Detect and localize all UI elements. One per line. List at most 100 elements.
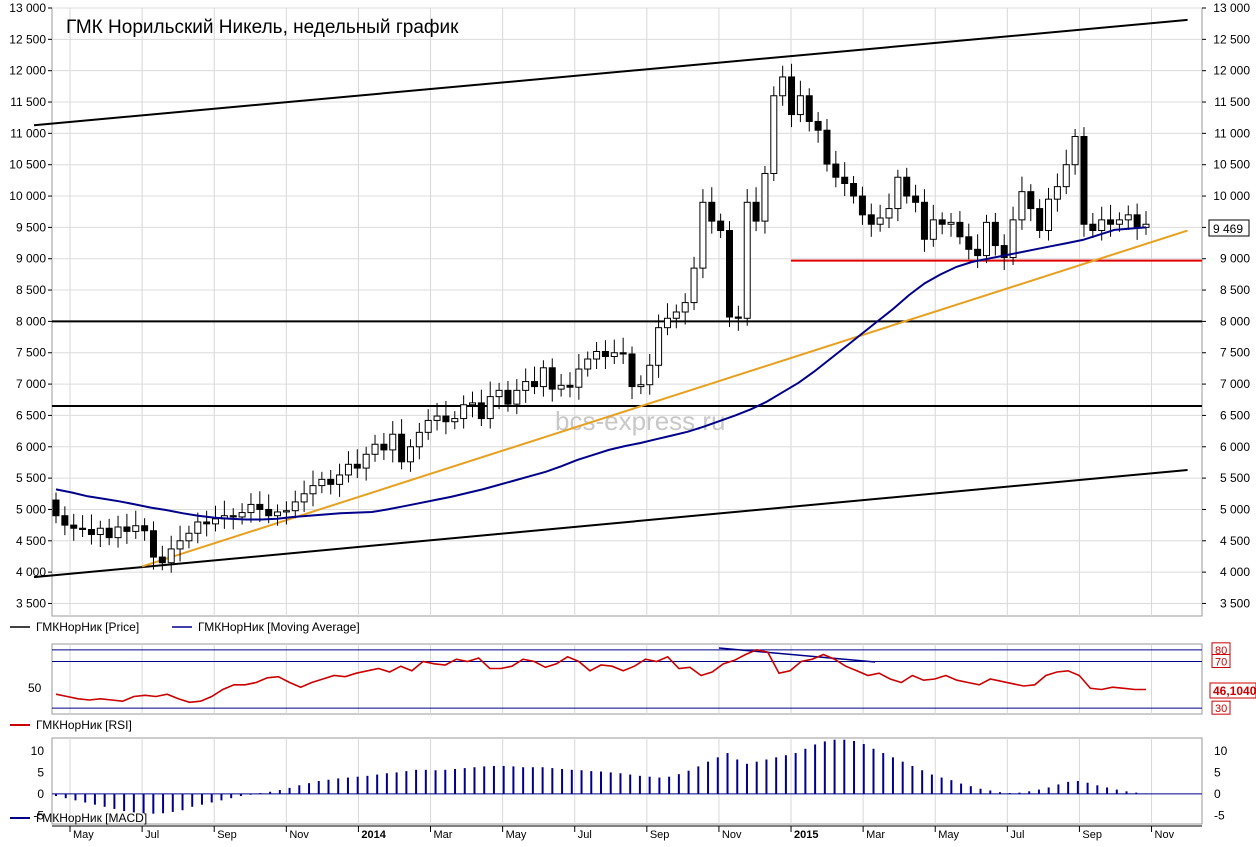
candle-body-33 — [344, 463, 352, 476]
candle-body-23 — [256, 503, 264, 510]
rsi-tick-50: 50 — [28, 681, 42, 695]
moving-average-series — [55, 226, 1147, 521]
candle-body-5 — [96, 527, 104, 536]
candle-body-91 — [858, 195, 866, 216]
x-label-0: May — [73, 829, 94, 841]
x-label-6: May — [506, 829, 527, 841]
candle-body-76 — [725, 230, 733, 318]
candle-body-72 — [690, 267, 698, 304]
rsi-level-label-70: 70 — [1215, 657, 1227, 669]
candle-body-12 — [158, 556, 166, 564]
candle-body-53 — [522, 381, 530, 391]
candle-body-20 — [229, 515, 237, 518]
macd-panel-frame — [51, 737, 1203, 825]
price-ytick-right-15: 11 000 — [1214, 126, 1250, 140]
candle-body-61 — [593, 350, 601, 360]
x-label-9: Nov — [722, 829, 742, 841]
trendline-lower-channel — [33, 468, 1188, 579]
price-ytick-left-17: 12 000 — [9, 64, 46, 78]
horizontal-levels — [52, 259, 1202, 408]
macd-ytick-right-1: 5 — [1214, 765, 1221, 779]
candle-body-29 — [309, 485, 317, 495]
candle-body-116 — [1080, 135, 1088, 225]
price-ytick-right-6: 6 500 — [1220, 408, 1250, 422]
price-ytick-left-6: 6 500 — [16, 408, 46, 422]
candle-body-38 — [389, 433, 397, 451]
candle-body-34 — [353, 463, 361, 469]
candle-body-90 — [850, 183, 858, 197]
price-ytick-right-13: 10 000 — [1213, 189, 1250, 203]
candle-body-92 — [867, 214, 875, 225]
price-y-axis-right: 3 500 4 000 4 500 5 000 5 500 6 000 6 500 7 000… — [1202, 1, 1250, 610]
candle-body-25 — [274, 511, 282, 517]
price-ytick-left-12: 9 500 — [16, 220, 46, 234]
macd-gridlines — [69, 738, 1153, 824]
candle-body-51 — [504, 389, 512, 405]
candle-body-111 — [1036, 208, 1044, 232]
candle-body-15 — [185, 532, 193, 542]
candle-body-43 — [433, 415, 441, 421]
candle-body-26 — [282, 510, 290, 513]
candle-body-46 — [460, 404, 468, 420]
candle-body-49 — [486, 396, 494, 420]
candle-body-89 — [841, 176, 849, 185]
candle-body-110 — [1027, 191, 1035, 210]
candle-body-14 — [176, 540, 184, 550]
candle-body-40 — [406, 446, 414, 463]
candle-body-106 — [991, 221, 999, 247]
candle-body-123 — [1142, 223, 1150, 228]
candle-body-47 — [469, 402, 477, 406]
candle-body-112 — [1045, 198, 1053, 232]
candle-body-101 — [947, 221, 955, 225]
price-ytick-left-16: 11 500 — [10, 95, 46, 109]
candle-body-3 — [79, 527, 87, 531]
candle-body-87 — [823, 129, 831, 165]
price-y-axis-left: 3 500 4 000 4 500 5 000 5 500 6 000 6 500 7 000… — [9, 1, 52, 610]
price-ytick-left-15: 11 000 — [10, 126, 46, 140]
candle-body-95 — [894, 176, 902, 210]
price-ytick-right-3: 5 000 — [1220, 502, 1250, 516]
price-ytick-left-19: 13 000 — [9, 1, 46, 15]
candle-body-73 — [699, 201, 707, 269]
rsi-level-box-70 — [1211, 654, 1231, 668]
candle-body-108 — [1009, 219, 1017, 258]
x-label-2: Sep — [217, 829, 237, 841]
candle-body-70 — [672, 311, 680, 319]
rsi-level-label-30: 30 — [1215, 703, 1227, 715]
rsi-last-value-box — [1209, 682, 1256, 699]
candle-body-41 — [415, 431, 423, 448]
candle-body-50 — [495, 389, 503, 398]
x-label-13: Jul — [1010, 829, 1024, 841]
price-ytick-right-14: 10 500 — [1213, 158, 1250, 172]
x-label-8: Sep — [650, 829, 670, 841]
candle-body-74 — [708, 201, 716, 222]
rsi-last-value-label: 46,1040 — [1213, 684, 1256, 698]
candle-body-113 — [1053, 186, 1061, 200]
legend-rsi-label: ГМКНорНик [RSI] — [36, 718, 132, 732]
rsi-level-label-80: 80 — [1215, 645, 1227, 657]
x-label-11: Mar — [866, 829, 885, 841]
price-ytick-right-7: 7 000 — [1220, 377, 1250, 391]
candle-body-84 — [796, 95, 804, 116]
rsi-level-box-30 — [1211, 700, 1231, 715]
candle-body-28 — [300, 493, 308, 503]
candle-body-114 — [1062, 164, 1070, 188]
candle-body-16 — [194, 521, 202, 534]
candle-body-27 — [291, 501, 299, 512]
price-ytick-left-18: 12 500 — [9, 32, 46, 46]
rsi-levels — [52, 649, 1202, 709]
candle-body-60 — [584, 358, 592, 370]
x-label-1: Jul — [145, 829, 159, 841]
macd-ytick-right-3: -5 — [1214, 808, 1225, 822]
price-ytick-right-18: 12 500 — [1213, 32, 1250, 46]
price-ytick-left-11: 9 000 — [16, 252, 46, 266]
candle-body-77 — [734, 316, 742, 319]
legend-macd-label: ГМКНорНик [MACD] — [36, 811, 147, 825]
candle-body-118 — [1098, 219, 1106, 232]
x-label-15: Nov — [1155, 829, 1175, 841]
price-ytick-left-8: 7 500 — [16, 346, 46, 360]
candle-body-42 — [424, 419, 432, 433]
candle-body-56 — [548, 367, 556, 390]
